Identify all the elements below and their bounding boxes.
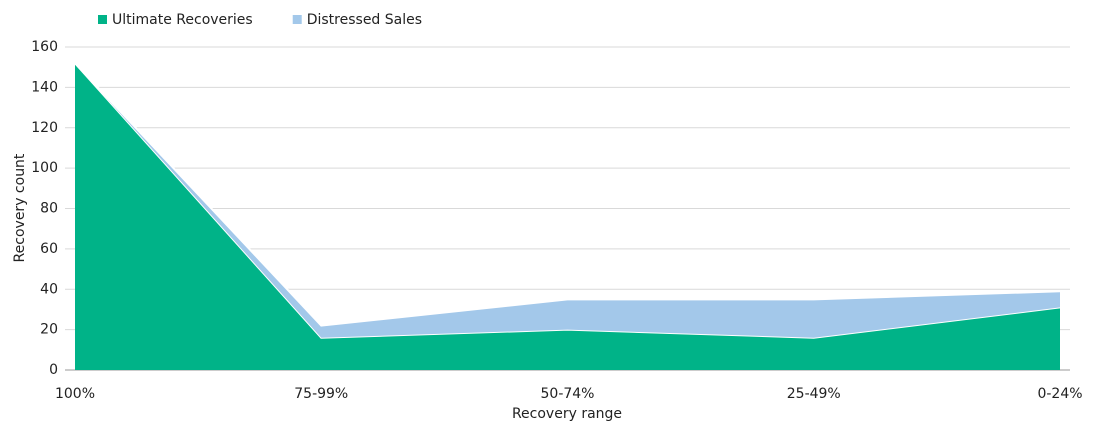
legend-label: Distressed Sales [307, 12, 422, 28]
y-tick-label: 40 [40, 281, 58, 297]
y-tick-label: 60 [40, 241, 58, 257]
y-tick-label: 100 [31, 160, 58, 176]
y-tick-label: 80 [40, 201, 58, 217]
x-tick-label: 100% [55, 386, 95, 402]
y-tick-label: 0 [49, 362, 58, 378]
legend-swatch [98, 15, 107, 24]
y-tick-label: 160 [31, 39, 58, 55]
y-tick-label: 120 [31, 120, 58, 136]
area [75, 63, 1060, 338]
area-edge [74, 62, 1061, 327]
y-tick-label: 140 [31, 79, 58, 95]
legend-label: Ultimate Recoveries [112, 12, 253, 28]
x-axis-label: Recovery range [512, 406, 622, 422]
area [75, 63, 1060, 371]
x-tick-label: 50-74% [541, 386, 595, 402]
y-axis-label: Recovery count [12, 153, 28, 262]
y-tick-label: 20 [40, 322, 58, 338]
x-tick-label: 0-24% [1037, 386, 1082, 402]
legend-swatch [292, 15, 302, 24]
x-tick-label: 25-49% [787, 386, 841, 402]
x-tick-label: 75-99% [294, 386, 348, 402]
